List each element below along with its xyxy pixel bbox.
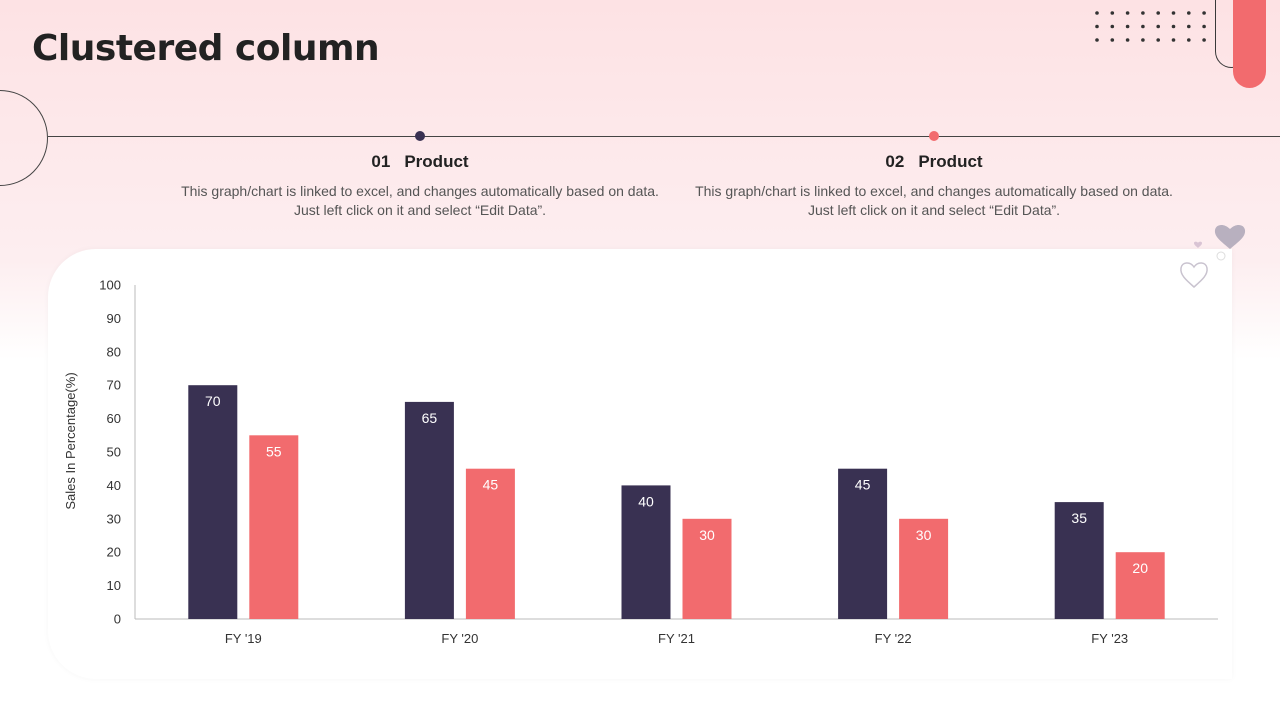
bar-data-label: 65 xyxy=(422,410,438,426)
decorative-dot xyxy=(1141,11,1145,15)
bar-series-2 xyxy=(899,518,949,619)
x-tick-label: FY '19 xyxy=(225,631,262,646)
bar-data-label: 40 xyxy=(638,493,654,509)
decorative-dot xyxy=(1156,38,1160,42)
y-tick-label: 90 xyxy=(107,311,121,326)
bar-series-2 xyxy=(249,435,299,619)
decorative-dot xyxy=(1156,24,1160,29)
heart-bubble-icon xyxy=(1216,251,1226,261)
decorative-dot xyxy=(1171,24,1176,29)
decorative-dot xyxy=(1171,38,1176,42)
y-tick-label: 80 xyxy=(107,344,121,359)
timeline-line xyxy=(48,136,1280,137)
decorative-dot xyxy=(1110,38,1115,42)
decorative-dot xyxy=(1110,24,1115,29)
bar-data-label: 45 xyxy=(855,477,871,493)
section-description: This graph/chart is linked to excel, and… xyxy=(181,183,659,218)
y-tick-label: 70 xyxy=(107,378,121,393)
decorative-dot xyxy=(1110,11,1115,15)
section-number: 01 xyxy=(371,152,391,171)
decorative-arc xyxy=(0,90,48,186)
y-tick-label: 50 xyxy=(107,445,121,460)
section-title: Product xyxy=(404,152,469,171)
bar-series-1 xyxy=(188,385,238,619)
decorative-dot xyxy=(1141,38,1145,42)
heart-small-icon xyxy=(1194,241,1202,248)
decorative-dot xyxy=(1202,38,1206,42)
bar-series-2 xyxy=(465,468,515,619)
y-tick-label: 100 xyxy=(99,278,121,293)
heart-filled-icon xyxy=(1214,224,1246,249)
bar-series-1 xyxy=(621,485,671,619)
decorative-dot xyxy=(1125,24,1130,29)
y-tick-label: 40 xyxy=(107,478,121,493)
y-tick-label: 20 xyxy=(107,545,121,560)
bar-series-2 xyxy=(1115,552,1165,619)
decorative-pill xyxy=(1233,0,1266,88)
bar-data-label: 30 xyxy=(699,527,715,543)
x-tick-label: FY '21 xyxy=(658,631,695,646)
bar-data-label: 70 xyxy=(205,393,221,409)
clustered-column-chart: 0 10 20 30 40 50 60 70 80 90 100 FY '19 FY '20 FY '21… xyxy=(63,278,1218,646)
page-title: Clustered column xyxy=(32,28,380,69)
y-tick-label: 30 xyxy=(107,511,121,526)
timeline-dot-1 xyxy=(415,131,425,141)
decorative-dot xyxy=(1141,24,1145,29)
section-heading: 01 Product xyxy=(180,152,660,172)
bar-series-1 xyxy=(1054,502,1104,619)
y-tick-label: 10 xyxy=(107,578,121,593)
section-title: Product xyxy=(918,152,983,171)
x-tick-label: FY '23 xyxy=(1091,631,1128,646)
y-tick-label: 0 xyxy=(114,612,121,627)
decorative-dot xyxy=(1095,11,1099,15)
bar-data-label: 35 xyxy=(1071,510,1087,526)
bar-data-label: 20 xyxy=(1132,560,1148,576)
bar-data-label: 55 xyxy=(266,443,282,459)
section-product-1: 01 Product This graph/chart is linked to … xyxy=(180,152,660,220)
bar-data-label: 45 xyxy=(483,477,499,493)
decorative-dot xyxy=(1187,24,1191,29)
section-product-2: 02 Product This graph/chart is linked to … xyxy=(694,152,1174,220)
decorative-dot xyxy=(1156,11,1160,15)
y-axis-title: Sales In Percentage(%) xyxy=(63,372,78,509)
decorative-dot xyxy=(1125,11,1130,15)
y-tick-label: 60 xyxy=(107,411,121,426)
section-description: This graph/chart is linked to excel, and… xyxy=(695,183,1173,218)
hearts-decoration xyxy=(1170,215,1250,295)
section-heading: 02 Product xyxy=(694,152,1174,172)
timeline-dot-2 xyxy=(929,131,939,141)
bar-series-2 xyxy=(682,518,732,619)
decorative-dot xyxy=(1202,24,1206,29)
bar-series-1 xyxy=(404,401,454,619)
x-tick-label: FY '20 xyxy=(441,631,478,646)
decorative-dot-grid xyxy=(1094,10,1214,46)
x-tick-label: FY '22 xyxy=(875,631,912,646)
section-number: 02 xyxy=(885,152,905,171)
decorative-dot xyxy=(1095,38,1099,42)
bar-series-1 xyxy=(838,468,888,619)
decorative-dot xyxy=(1095,24,1099,29)
decorative-dot xyxy=(1187,11,1191,15)
heart-outline-icon xyxy=(1180,262,1208,288)
decorative-dot xyxy=(1202,11,1206,15)
bar-data-label: 30 xyxy=(916,527,932,543)
decorative-dot xyxy=(1125,38,1130,42)
decorative-dot xyxy=(1171,11,1176,15)
decorative-dot xyxy=(1187,38,1191,42)
